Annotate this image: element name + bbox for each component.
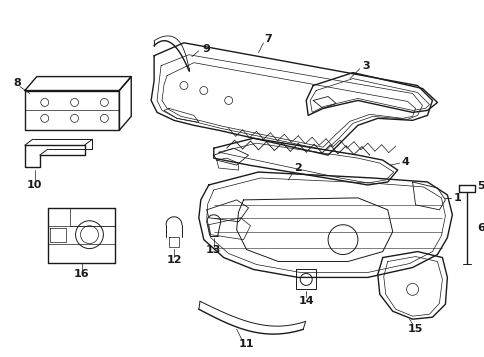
- Text: 14: 14: [298, 296, 313, 306]
- Text: 16: 16: [74, 270, 89, 280]
- Text: 9: 9: [202, 44, 210, 54]
- Text: 1: 1: [453, 193, 460, 203]
- Text: 11: 11: [238, 339, 254, 349]
- Text: 15: 15: [407, 324, 423, 334]
- Text: 7: 7: [264, 34, 272, 44]
- Text: 5: 5: [476, 181, 484, 191]
- Text: 10: 10: [27, 180, 43, 190]
- Text: 4: 4: [401, 157, 408, 167]
- Text: 8: 8: [13, 77, 21, 87]
- Text: 2: 2: [294, 163, 302, 173]
- Text: 3: 3: [362, 61, 369, 71]
- Text: 6: 6: [476, 223, 484, 233]
- Text: 13: 13: [206, 245, 221, 255]
- Text: 12: 12: [166, 255, 182, 265]
